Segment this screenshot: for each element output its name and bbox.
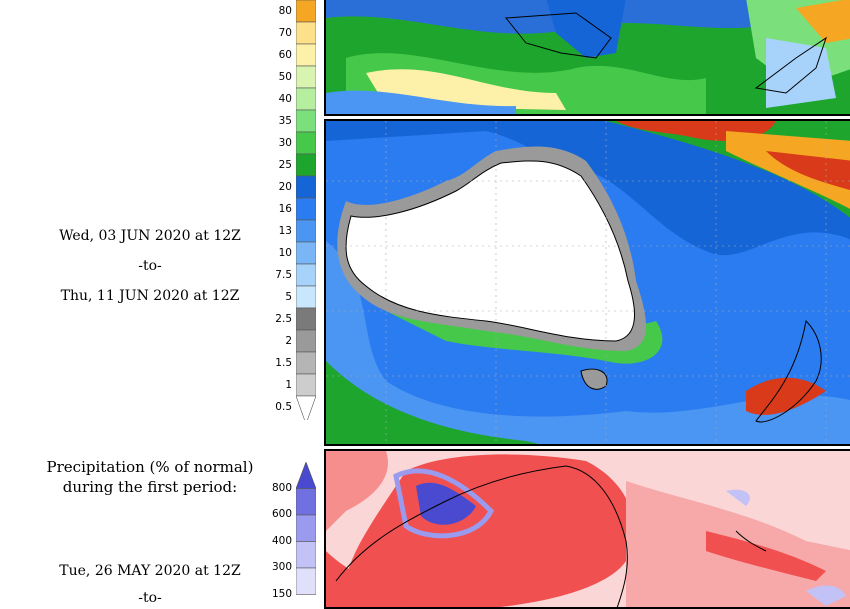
precip-colorbar-tick-label: 35 [278,115,292,127]
precip-colorbar-tick-label: 16 [278,203,292,215]
precip-map-top [326,0,850,114]
precip-colorbar-tick-label: 2 [285,335,292,347]
pct-colorbar-swatch [295,488,317,516]
pct-colorbar-tick-label: 300 [271,561,292,573]
precip-colorbar-tick-label: 30 [278,137,292,149]
precip-colorbar-swatch [295,175,317,199]
precip-colorbar-swatch [295,285,317,309]
precip-colorbar-tick-label: 60 [278,49,292,61]
precip-colorbar-swatch [295,43,317,67]
pct-colorbar-swatch [295,541,317,569]
precip-colorbar-tick-label: 20 [278,181,292,193]
precip-colorbar-tick-label: 70 [278,27,292,39]
precip-map-top-panel [324,0,850,116]
pct-map-panel [324,449,850,609]
precip-colorbar-swatch [295,109,317,133]
precip-colorbar-tick-label: 50 [278,71,292,83]
precip-colorbar-swatch [295,0,317,23]
precip-colorbar-tick-label: 25 [278,159,292,171]
precip-colorbar-swatch [295,197,317,221]
precip-colorbar [295,0,317,425]
precip-colorbar-tick-label: 80 [278,5,292,17]
precip-colorbar-tick-label: 7.5 [275,269,292,281]
precip-map-panel [324,119,850,446]
precip-colorbar-swatch [295,65,317,89]
pct-colorbar-swatch [295,567,317,595]
precip-colorbar-tick-label: 13 [278,225,292,237]
pct-title-line2: during the first period: [62,478,238,496]
period2-to-label: -to- [138,258,162,274]
precip-colorbar-swatch [295,241,317,265]
pct-colorbar-swatch [295,461,317,489]
precip-colorbar-swatch [295,395,317,425]
pct-colorbar-tick-label: 600 [271,508,292,520]
precip-colorbar-swatch [295,153,317,177]
precip-colorbar-swatch [295,373,317,397]
precip-colorbar-swatch [295,307,317,331]
precip-colorbar-swatch [295,21,317,45]
precip-colorbar-tick-label: 1.5 [275,357,292,369]
precip-colorbar-swatch [295,263,317,287]
precip-colorbar-swatch [295,131,317,155]
pct-title-line1: Precipitation (% of normal) [46,458,254,476]
precip-colorbar-swatch [295,329,317,353]
pct-colorbar-tick-label: 150 [271,587,292,600]
pct-colorbar-swatches [295,461,317,595]
period2-end-date: Thu, 11 JUN 2020 at 12Z [60,288,240,304]
pct-colorbar [295,461,317,600]
precip-colorbar-swatches [295,0,317,425]
period2-start-date: Wed, 03 JUN 2020 at 12Z [59,228,241,244]
pct-start-date: Tue, 26 MAY 2020 at 12Z [59,563,241,579]
precip-colorbar-tick-label: 0.5 [275,401,292,413]
precip-colorbar-tick-label: 10 [278,247,292,259]
pct-map [326,451,850,607]
precip-colorbar-swatch [295,219,317,243]
pct-colorbar-swatch [295,514,317,542]
pct-to-label: -to- [138,590,162,606]
precip-colorbar-tick-label: 2.5 [275,313,292,325]
pct-colorbar-tick-label: 400 [271,534,292,547]
precip-map [326,121,850,444]
precip-colorbar-swatch [295,87,317,111]
precip-colorbar-tick-label: 1 [285,379,292,391]
pct-colorbar-tick-label: 800 [271,481,292,494]
precip-colorbar-tick-label: 5 [285,291,292,303]
precip-colorbar-swatch [295,351,317,375]
precip-colorbar-tick-label: 40 [278,93,292,105]
